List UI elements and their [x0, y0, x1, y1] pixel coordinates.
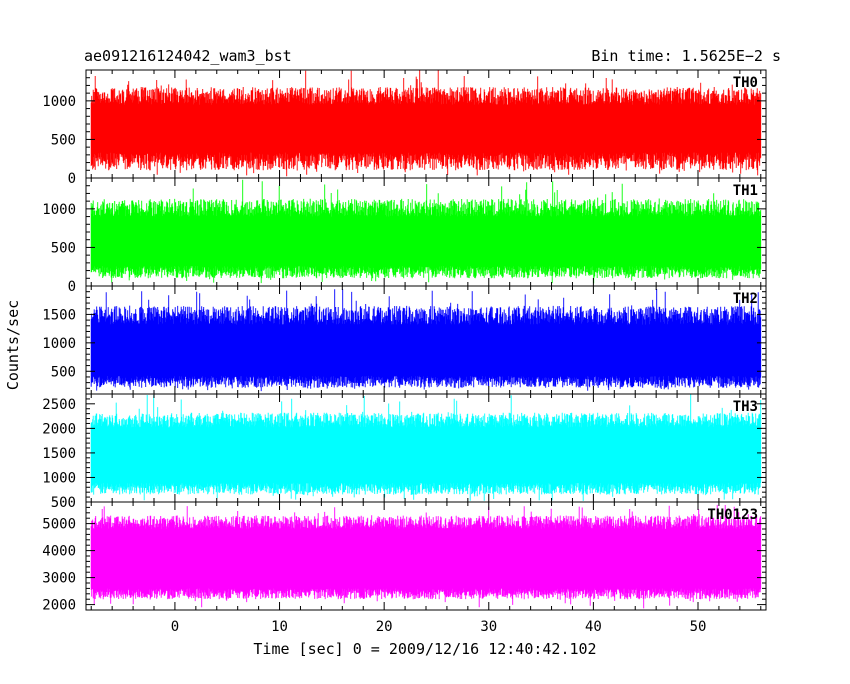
y-tick-label-th0: 0 — [68, 171, 76, 187]
panel-th2: 500 1000 1500 TH2 — [42, 285, 767, 395]
x-tick-label: 20 — [376, 619, 393, 635]
panel-th3: 500 1000 1500 2000 2500 TH3 — [42, 393, 767, 511]
y-tick-label-th0123: 2000 — [42, 598, 76, 614]
panel-th1: 0 500 1000 TH1 — [42, 177, 767, 295]
light-curve-th1 — [90, 179, 762, 284]
x-tick-label: 10 — [271, 619, 288, 635]
y-tick-label-th2: 500 — [51, 364, 76, 380]
y-tick-label-th0123: 5000 — [42, 517, 76, 533]
y-tick-label-th2: 1000 — [42, 336, 76, 352]
y-tick-label-th0123: 3000 — [42, 571, 76, 587]
y-tick-label-th0: 500 — [51, 132, 76, 148]
light-curve-th2 — [90, 289, 762, 392]
y-tick-label-th1: 1000 — [42, 202, 76, 218]
y-tick-label-th3: 1000 — [42, 470, 76, 486]
y-tick-label-th0123: 4000 — [42, 544, 76, 560]
y-axis-label: Counts/sec — [4, 300, 22, 390]
light-curve-th0123 — [90, 504, 762, 609]
panel-label-th3: TH3 — [733, 399, 758, 415]
y-tick-label-th3: 2000 — [42, 421, 76, 437]
y-tick-label-th3: 1500 — [42, 446, 76, 462]
chart-title: ae091216124042_wam3_bst — [84, 47, 292, 65]
panel-label-th0123: TH0123 — [707, 507, 758, 523]
x-tick-label: 0 — [171, 619, 179, 635]
light-curve-th0 — [90, 70, 762, 177]
x-tick-label: 30 — [480, 619, 497, 635]
panel-label-th2: TH2 — [733, 291, 758, 307]
y-tick-label-th1: 500 — [51, 240, 76, 256]
y-tick-label-th3: 500 — [51, 495, 76, 511]
y-tick-label-th0: 1000 — [42, 94, 76, 110]
x-tick-label: 50 — [690, 619, 707, 635]
y-tick-label-th1: 0 — [68, 279, 76, 295]
panel-th0123: 2000 3000 4000 5000 TH0123 — [42, 501, 767, 614]
light-curve-th3 — [90, 394, 762, 501]
bin-time-label: Bin time: 1.5625E−2 s — [591, 47, 781, 65]
panel-th0: 0 500 1000 TH0 — [42, 69, 767, 187]
panel-label-th1: TH1 — [733, 183, 758, 199]
panel-label-th0: TH0 — [733, 75, 758, 91]
x-axis-label: Time [sec] 0 = 2009/12/16 12:40:42.102 — [253, 640, 596, 658]
x-tick-label: 40 — [585, 619, 602, 635]
y-tick-label-th2: 1500 — [42, 307, 76, 323]
y-tick-label-th3: 2500 — [42, 397, 76, 413]
panels-layer: 05001000TH005001000TH150010001500TH25001… — [42, 69, 767, 635]
